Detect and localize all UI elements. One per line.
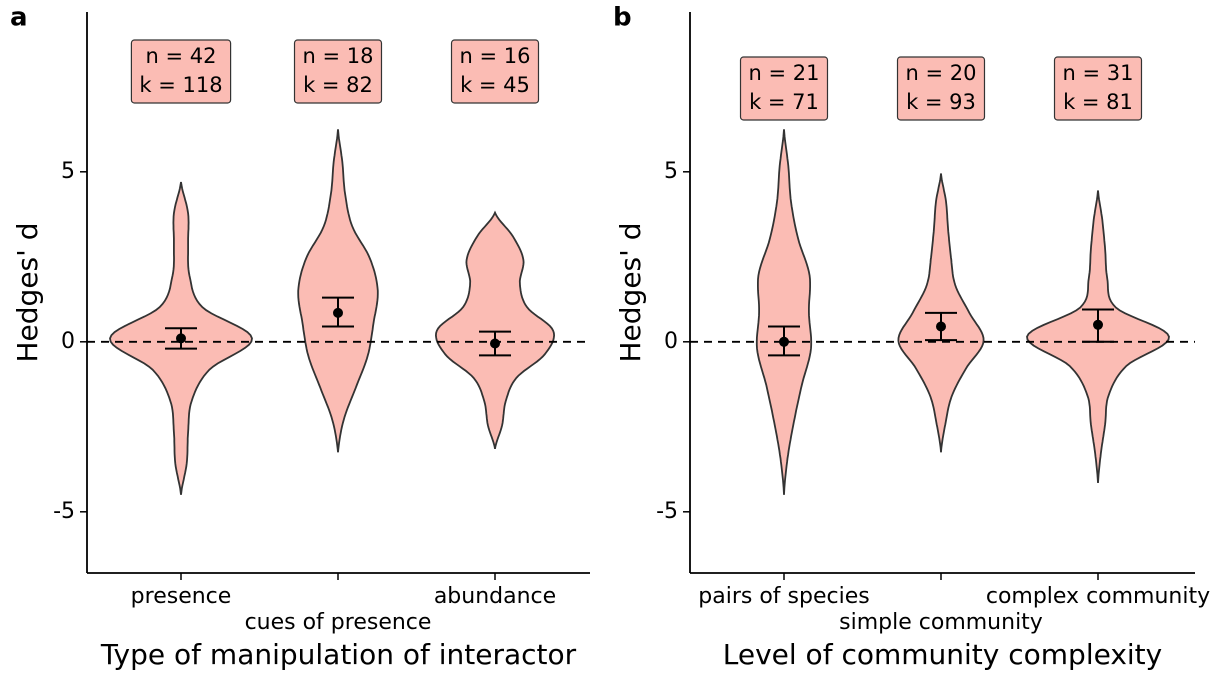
k-label: k = 71 [749, 90, 819, 114]
sample-size-box: n = 31 k = 81 [1053, 56, 1143, 121]
label-box [293, 39, 383, 104]
sample-size-box: n = 21 k = 71 [739, 56, 829, 121]
mean-point [490, 338, 500, 349]
x-tick-label: pairs of species [698, 584, 869, 609]
k-label: k = 93 [906, 90, 976, 114]
n-label: n = 16 [460, 44, 531, 68]
mean-point [779, 336, 789, 347]
n-label: n = 31 [1063, 61, 1134, 85]
mean-point [333, 307, 343, 318]
y-tick-label: -5 [53, 499, 75, 524]
n-label: n = 18 [303, 44, 374, 68]
y-tick-label: 0 [61, 329, 75, 354]
k-label: k = 82 [303, 73, 373, 97]
k-label: k = 45 [460, 73, 530, 97]
label-box [1053, 56, 1143, 121]
label-box [896, 56, 986, 121]
label-box [739, 56, 829, 121]
x-tick-label: complex community [986, 584, 1210, 609]
x-tick-label: cues of presence [245, 610, 432, 635]
y-axis-label: Hedges' d [614, 222, 647, 362]
k-label: k = 81 [1063, 90, 1133, 114]
x-axis-label: Type of manipulation of interactor [100, 638, 577, 671]
mean-point [936, 321, 946, 332]
x-tick-label: simple community [839, 610, 1043, 635]
y-axis-label: Hedges' d [11, 222, 44, 362]
n-label: n = 21 [749, 61, 820, 85]
panel-label: b [613, 3, 632, 33]
sample-size-box: n = 42 k = 118 [130, 39, 232, 104]
n-label: n = 20 [906, 61, 977, 85]
y-tick-label: 0 [664, 329, 678, 354]
y-tick-label: -5 [656, 499, 678, 524]
sample-size-box: n = 16 k = 45 [450, 39, 540, 104]
k-label: k = 118 [139, 73, 222, 97]
violin [755, 129, 813, 495]
y-tick-label: 5 [664, 159, 678, 184]
sample-size-box: n = 20 k = 93 [896, 56, 986, 121]
label-box [450, 39, 540, 104]
n-label: n = 42 [146, 44, 217, 68]
y-tick-label: 5 [61, 159, 75, 184]
mean-point [1093, 319, 1103, 330]
mean-point [176, 333, 186, 344]
x-tick-label: abundance [434, 584, 556, 609]
sample-size-box: n = 18 k = 82 [293, 39, 383, 104]
violin [297, 129, 379, 453]
x-tick-label: presence [131, 584, 232, 609]
panel-label: a [10, 3, 28, 33]
label-box [130, 39, 232, 104]
x-axis-label: Level of community complexity [723, 638, 1162, 671]
